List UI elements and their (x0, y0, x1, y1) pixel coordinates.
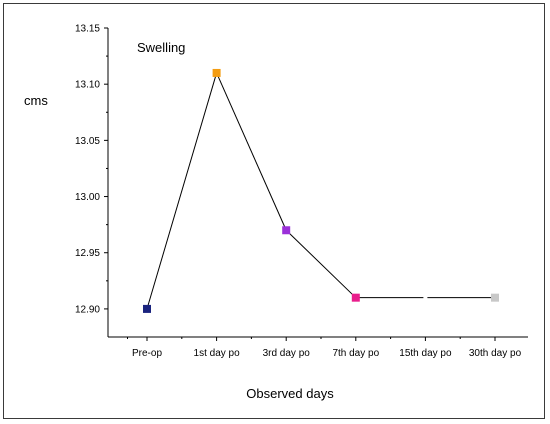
series-0-segment-1 (216, 72, 287, 231)
y-tick-label-2: 13.00 (75, 192, 100, 203)
y-tick-label-3: 13.05 (75, 136, 100, 147)
series-0-point-3 (351, 293, 360, 302)
x-tick-label-3: 7th day po (332, 348, 379, 359)
series-0-segment-2 (285, 229, 357, 299)
axes: 12.90 12.95 13.00 13.05 13.10 13.15 Pre-op 1st … (75, 24, 528, 359)
y-axis-title: cms (24, 93, 48, 108)
chart-frame (3, 3, 545, 419)
y-tick-label-5: 13.15 (75, 24, 100, 35)
series-0-point-0 (143, 304, 151, 313)
series-0-point-5 (491, 293, 499, 302)
chart-title: Swelling (137, 40, 185, 55)
y-tick-label-0: 12.90 (75, 304, 100, 315)
series-0-point-1 (212, 68, 221, 77)
series-layer (143, 68, 499, 313)
y-tick-label-4: 13.10 (75, 80, 100, 91)
x-tick-label-5: 30th day po (469, 348, 522, 359)
x-tick-label-0: Pre-op (132, 348, 162, 359)
x-tick-label-2: 3rd day po (263, 348, 311, 359)
series-0-point-2 (282, 226, 291, 235)
series-0-segment-0 (146, 72, 218, 310)
x-axis-title: Observed days (246, 386, 334, 401)
y-tick-label-1: 12.95 (75, 248, 100, 259)
x-tick-label-4: 15th day po (399, 348, 452, 359)
x-tick-label-1: 1st day po (194, 348, 241, 359)
